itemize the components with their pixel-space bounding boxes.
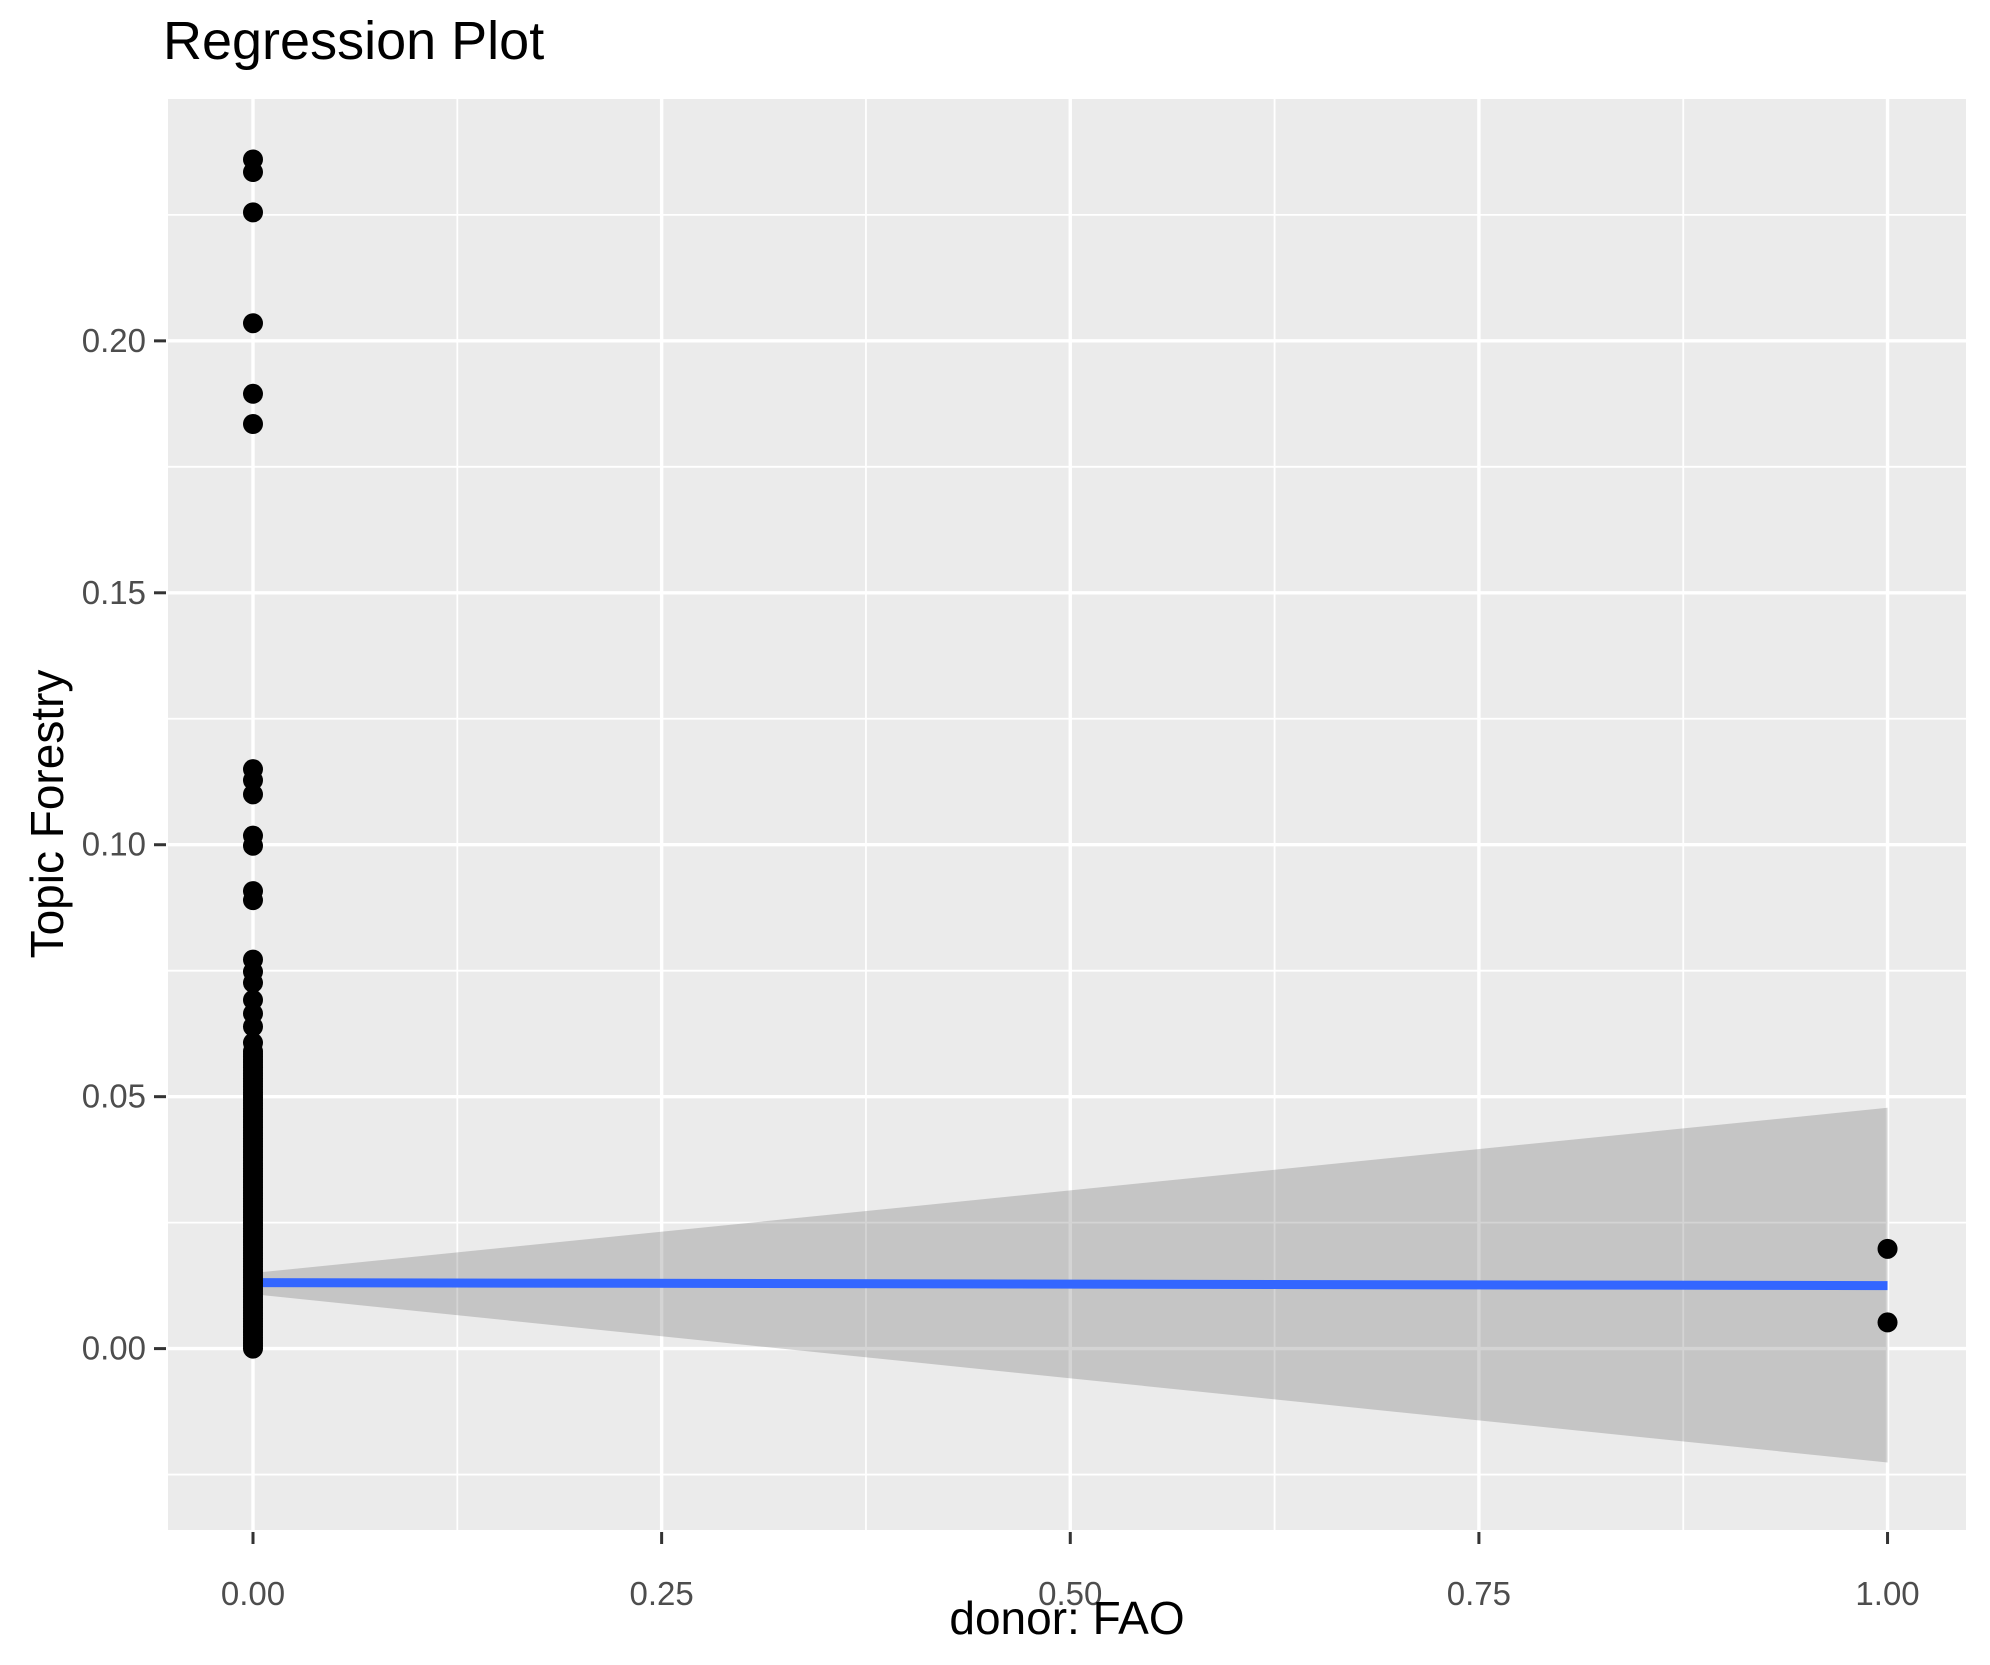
data-point	[242, 972, 263, 993]
x-tick-label: 0.25	[630, 1575, 694, 1612]
x-tick-label: 0.00	[221, 1575, 285, 1612]
data-point	[242, 1016, 263, 1037]
data-point	[1877, 1312, 1898, 1333]
regression-line	[252, 1278, 1888, 1291]
data-point	[242, 770, 263, 791]
y-tick-label: 0.15	[82, 574, 146, 611]
data-point	[242, 890, 263, 911]
y-tick-label: 0.10	[82, 826, 146, 863]
x-tick-label: 1.00	[1855, 1575, 1919, 1612]
data-point	[242, 835, 263, 856]
x-axis-title: donor: FAO	[949, 1592, 1185, 1644]
data-point	[1877, 1238, 1898, 1259]
panel-background	[168, 99, 1966, 1530]
data-point	[242, 383, 263, 404]
y-tick-label: 0.20	[82, 322, 146, 359]
data-point	[242, 202, 263, 223]
x-tick-label: 0.50	[1038, 1575, 1102, 1612]
y-axis-title: Topic Forestry	[21, 669, 73, 959]
data-point	[242, 1032, 263, 1053]
y-tick-label: 0.05	[82, 1078, 146, 1115]
data-point	[242, 162, 263, 183]
data-point	[242, 413, 263, 434]
plot-title: Regression Plot	[163, 11, 545, 71]
data-point	[242, 784, 263, 805]
y-tick-label: 0.00	[82, 1330, 146, 1367]
x-tick-label: 0.75	[1447, 1575, 1511, 1612]
data-point	[242, 313, 263, 334]
